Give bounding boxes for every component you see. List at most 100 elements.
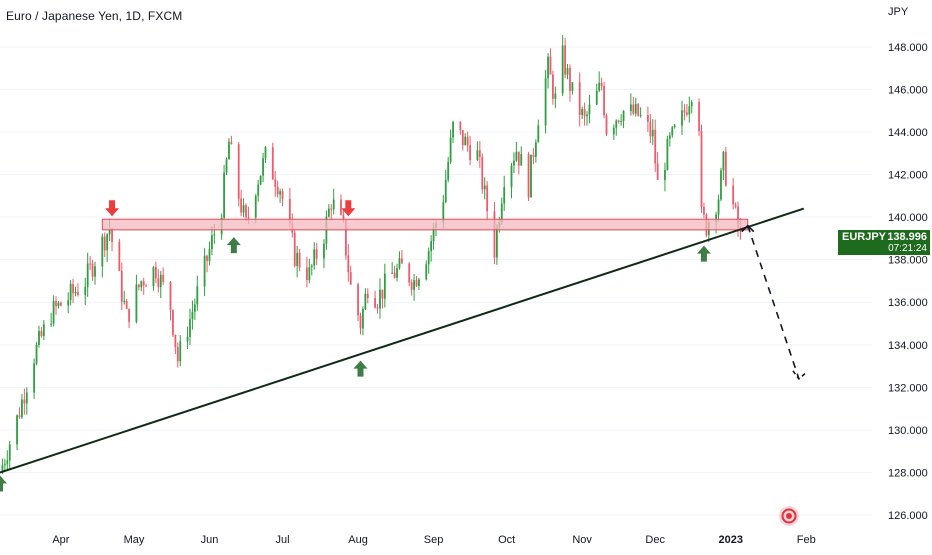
candle-body bbox=[349, 272, 352, 285]
candle-body bbox=[281, 191, 284, 199]
candle-body bbox=[206, 255, 208, 261]
candle-body bbox=[118, 241, 121, 271]
resistance-arrow-icon bbox=[341, 200, 356, 217]
candle-body bbox=[629, 104, 632, 112]
candle-body bbox=[415, 280, 418, 287]
y-axis[interactable]: 126.000 128.000 130.000 132.000 134.000 136.0… bbox=[888, 42, 928, 522]
candle-body bbox=[452, 121, 454, 138]
candle-body bbox=[513, 160, 515, 166]
candle-body bbox=[67, 300, 70, 306]
candle-body bbox=[379, 289, 381, 309]
candle-body bbox=[89, 263, 92, 265]
candle-body bbox=[530, 154, 532, 198]
trendline-group bbox=[0, 207, 807, 474]
candle-body bbox=[179, 341, 182, 362]
x-tick-label: Jul bbox=[276, 534, 290, 546]
candle-body bbox=[442, 202, 445, 224]
candle-body bbox=[588, 104, 591, 115]
candle-body bbox=[69, 283, 72, 301]
candle-body bbox=[225, 159, 228, 173]
candle-body bbox=[154, 267, 157, 279]
candle-body bbox=[481, 156, 484, 190]
candle-body bbox=[495, 228, 498, 258]
candle-body bbox=[108, 228, 111, 235]
candle-body bbox=[393, 272, 396, 278]
candle-body bbox=[128, 308, 130, 322]
candle-body bbox=[59, 302, 62, 306]
candle-body bbox=[101, 236, 104, 267]
candle-body bbox=[425, 264, 428, 280]
x-tick-label: Nov bbox=[572, 534, 592, 546]
x-tick-label: Oct bbox=[498, 534, 515, 546]
candle-body bbox=[617, 120, 620, 122]
candle-body bbox=[135, 284, 138, 322]
candle-body bbox=[362, 308, 364, 329]
candle-body bbox=[486, 185, 489, 212]
candle-body bbox=[186, 337, 189, 342]
candle-body bbox=[688, 106, 691, 115]
candle-body bbox=[40, 330, 43, 337]
candle-body bbox=[476, 150, 479, 161]
y-tick-label: 146.000 bbox=[888, 84, 928, 96]
candle-body bbox=[649, 121, 652, 137]
candle-body bbox=[685, 112, 688, 115]
candle-body bbox=[191, 311, 194, 320]
candle-body bbox=[564, 45, 566, 75]
candle-body bbox=[383, 273, 386, 299]
price-tag-countdown: 07:21:24 bbox=[888, 243, 927, 255]
candle-body bbox=[737, 206, 739, 228]
support-trendline bbox=[0, 207, 805, 474]
candle-body bbox=[578, 82, 581, 115]
candle-body bbox=[398, 258, 401, 269]
candle-body bbox=[21, 399, 23, 417]
candle-body bbox=[125, 300, 128, 309]
candle-body bbox=[503, 187, 506, 204]
candle-body bbox=[683, 110, 686, 113]
candle-body bbox=[271, 147, 274, 180]
candle-body bbox=[430, 241, 433, 252]
chart-grid bbox=[0, 46, 872, 516]
candle-body bbox=[600, 82, 603, 86]
candle-body bbox=[459, 121, 462, 131]
candle-body bbox=[357, 284, 359, 316]
candle-body bbox=[622, 111, 625, 122]
candle-body bbox=[612, 127, 615, 135]
tradingview-logo-icon[interactable] bbox=[778, 505, 800, 527]
candle-body bbox=[315, 249, 318, 259]
y-tick-label: 144.000 bbox=[888, 127, 928, 139]
candle-body bbox=[598, 82, 601, 91]
x-tick-label: May bbox=[124, 534, 145, 546]
x-tick-label: Feb bbox=[797, 534, 816, 546]
candle-body bbox=[664, 169, 666, 180]
candle-body bbox=[6, 460, 9, 464]
candle-body bbox=[106, 234, 109, 251]
candle-body bbox=[332, 199, 335, 210]
x-tick-label: Dec bbox=[645, 534, 665, 546]
candle-body bbox=[690, 102, 693, 107]
candle-body bbox=[189, 319, 191, 338]
candle-body bbox=[666, 138, 669, 170]
candle-body bbox=[715, 214, 718, 223]
candle-body bbox=[55, 300, 57, 307]
candle-body bbox=[196, 286, 199, 305]
x-tick-label: Aug bbox=[348, 534, 368, 546]
candle-body bbox=[668, 135, 671, 139]
candle-body bbox=[639, 114, 642, 116]
candle-body bbox=[174, 334, 177, 347]
y-tick-label: 126.000 bbox=[888, 510, 928, 522]
x-axis[interactable]: Apr May Jun Jul Aug Sep Oct Nov Dec 2023 Feb bbox=[52, 534, 815, 546]
candle-body bbox=[35, 344, 38, 364]
candle-body bbox=[50, 323, 53, 325]
candle-body bbox=[632, 104, 635, 114]
candle-body bbox=[159, 274, 162, 288]
candle-body bbox=[103, 236, 106, 251]
candle-body bbox=[532, 154, 535, 158]
candle-body bbox=[137, 284, 140, 288]
candle-body bbox=[376, 307, 379, 309]
support-arrow-icon bbox=[696, 245, 711, 262]
candle-body bbox=[245, 205, 247, 218]
candle-body bbox=[242, 205, 245, 213]
candle-body bbox=[1, 465, 4, 473]
